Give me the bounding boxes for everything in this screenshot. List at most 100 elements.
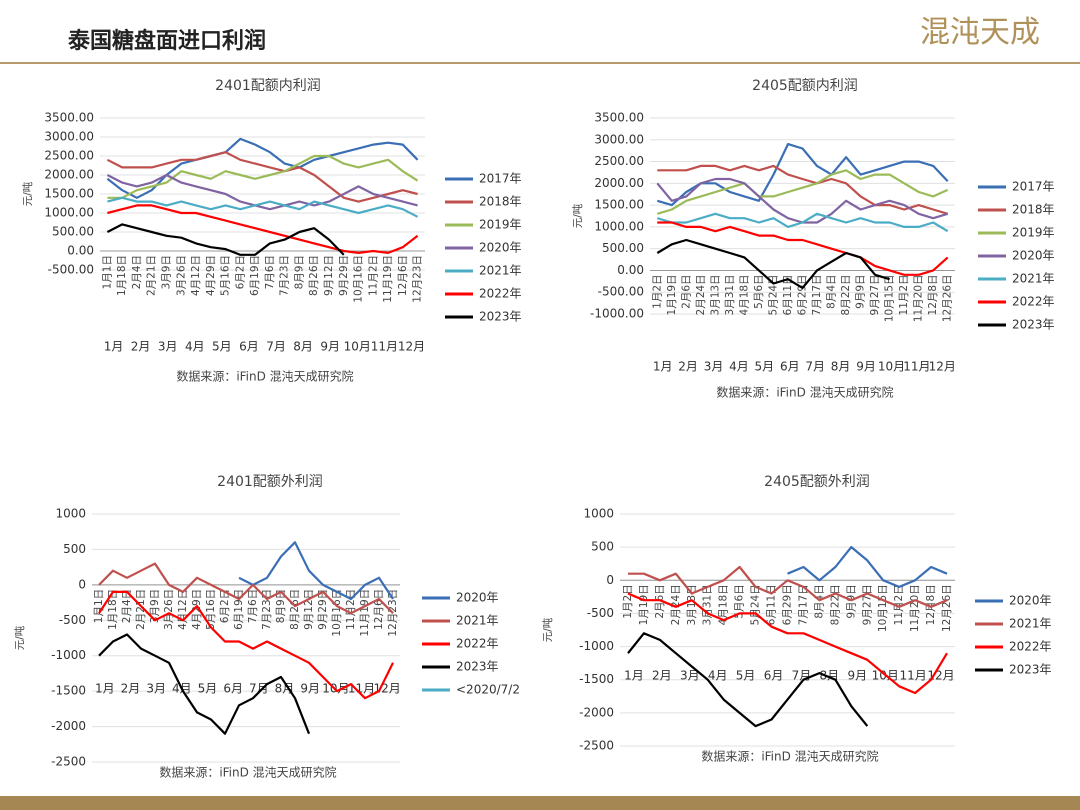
date-label: 9月29日 [338, 255, 350, 296]
logo: 混沌天成 [920, 15, 1040, 50]
month-label: 7月 [266, 340, 286, 354]
date-label: 2月6日 [680, 274, 692, 308]
series-line [787, 546, 948, 588]
y-tick-label: 500 [591, 540, 614, 554]
chart-title: 2405配额外利润 [764, 474, 870, 490]
date-label: 12月8日 [925, 584, 937, 625]
month-label: 9月 [856, 360, 876, 374]
month-label: 1月 [624, 669, 644, 683]
legend-label: 2023年 [479, 310, 522, 324]
date-label: 2月21日 [146, 255, 158, 296]
month-label: 6月 [223, 682, 243, 696]
date-label: 11月20日 [913, 274, 925, 322]
date-label: 12月26日 [941, 584, 953, 632]
date-label: 4月18日 [738, 274, 750, 315]
month-label: 6月 [764, 669, 784, 683]
series-line [627, 632, 869, 728]
date-label: 12月26日 [942, 274, 954, 322]
date-label: 4月12日 [177, 589, 189, 630]
date-label: 6月19日 [233, 589, 245, 630]
series-line [656, 238, 890, 289]
y-tick-label: 500 [63, 542, 86, 556]
y-tick-label: 2500.00 [594, 154, 644, 168]
legend-label: 2019年 [479, 218, 522, 232]
month-label: 2月 [652, 669, 672, 683]
y-tick-label: 0 [606, 573, 614, 587]
series-line [106, 137, 419, 199]
chart-title: 2405配额内利润 [752, 78, 858, 94]
series-line [107, 154, 419, 199]
series-line [238, 541, 394, 601]
month-label: 7月 [792, 669, 812, 683]
legend-label: 2020年 [1012, 249, 1055, 263]
y-tick-label: -1000 [579, 639, 614, 653]
y-tick-label: 3500.00 [594, 111, 644, 125]
date-label: 9月29日 [317, 589, 329, 630]
legend-label: 2020年 [1009, 594, 1052, 608]
date-label: 11月19日 [382, 255, 394, 303]
series-line [656, 212, 949, 233]
y-tick-label: -2000 [51, 719, 86, 733]
month-label: 2月 [678, 360, 698, 374]
source-note: 数据来源：iFinD 混沌天成研究院 [176, 369, 353, 384]
month-label: 9月 [320, 340, 340, 354]
month-label: 3月 [704, 360, 724, 374]
date-label: 3月9日 [149, 589, 161, 623]
y-tick-label: 0 [78, 577, 86, 591]
date-label: 4月29日 [191, 589, 203, 630]
date-label: 5月6日 [734, 584, 746, 618]
date-label: 8月22日 [829, 584, 841, 625]
date-label: 7月23日 [261, 589, 273, 630]
date-label: 4月12日 [190, 255, 202, 296]
series-line [106, 151, 418, 203]
date-label: 8月9日 [275, 589, 287, 623]
y-tick-label: 0.00 [67, 244, 94, 258]
date-label: 9月12日 [303, 589, 315, 630]
legend-label: 2019年 [1012, 226, 1055, 240]
y-tick-label: -2500 [579, 739, 614, 753]
month-label: 6月 [239, 340, 259, 354]
date-label: 3月31日 [702, 584, 714, 625]
month-label: 9月 [300, 682, 320, 696]
legend-label: 2018年 [479, 195, 522, 209]
series-line [98, 633, 311, 735]
date-label: 12月6日 [373, 589, 385, 630]
date-label: 2月24日 [695, 274, 707, 315]
month-label: 2月 [121, 682, 141, 696]
y-tick-label: 1500.00 [594, 198, 644, 212]
date-label: 1月1日 [101, 255, 113, 289]
series-line [628, 565, 948, 608]
date-label: 8月4日 [826, 274, 838, 308]
date-label: 4月18日 [718, 584, 730, 625]
date-label: 8月4日 [813, 584, 825, 618]
month-label: 7月 [805, 360, 825, 374]
y-tick-label: 1000.00 [594, 219, 644, 233]
month-label: 12月 [929, 360, 956, 374]
series-line [657, 221, 949, 276]
month-label: 6月 [780, 360, 800, 374]
date-label: 12月6日 [397, 255, 409, 296]
date-label: 11月20日 [909, 584, 921, 632]
y-tick-label: -1500 [51, 684, 86, 698]
date-label: 3月13日 [709, 274, 721, 315]
y-tick-label: 0.00 [617, 263, 644, 277]
date-label: 6月2日 [219, 589, 231, 623]
legend-label: 2022年 [479, 287, 522, 301]
month-label: 10月 [878, 360, 905, 374]
y-tick-label: -2500 [51, 755, 86, 769]
date-label: 3月9日 [160, 255, 172, 289]
date-label: 5月16日 [220, 255, 232, 296]
date-label: 7月6日 [264, 255, 276, 289]
month-label: 11月 [903, 360, 930, 374]
y-tick-label: -500.00 [598, 285, 644, 299]
date-label: 8月26日 [289, 589, 301, 630]
date-label: 12月23日 [412, 255, 424, 303]
y-tick-label: 500.00 [602, 241, 644, 255]
date-label: 8月9日 [293, 255, 305, 289]
date-label: 11月2日 [367, 255, 379, 296]
y-tick-label: 3000.00 [594, 132, 644, 146]
legend-label: 2022年 [1009, 640, 1052, 654]
series-line [627, 592, 948, 695]
date-label: 2月4日 [121, 589, 133, 623]
